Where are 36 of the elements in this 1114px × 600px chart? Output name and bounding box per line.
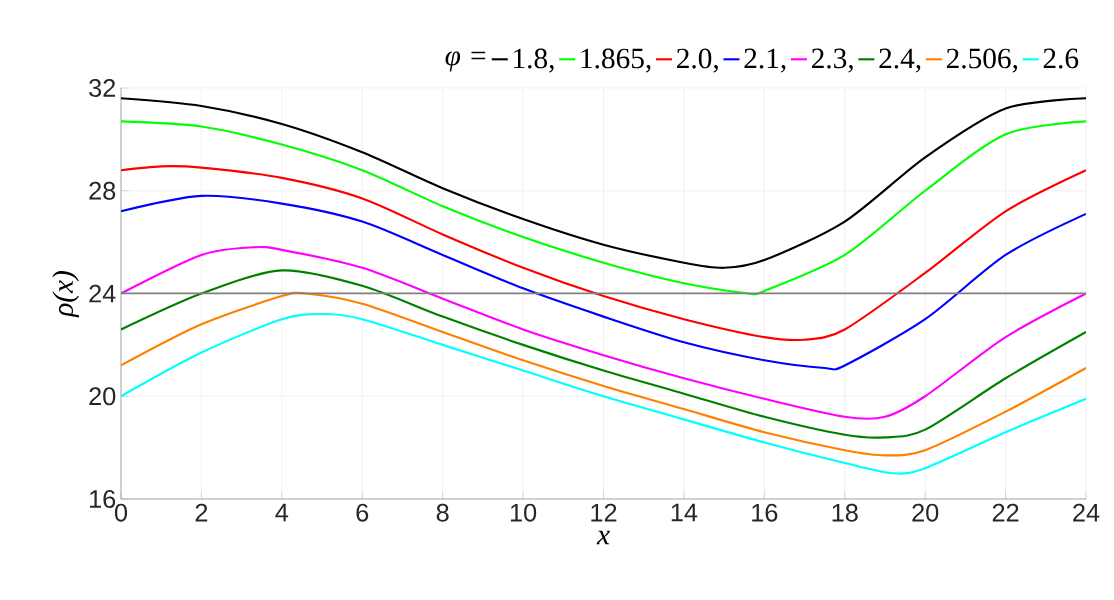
line-series xyxy=(121,97,1087,269)
line-series xyxy=(121,165,1087,342)
x-tick-label: 6 xyxy=(356,503,369,522)
legend-label: 2.1, xyxy=(744,48,786,73)
x-tick-label: 14 xyxy=(671,503,698,522)
x-tick-label: 16 xyxy=(752,503,778,522)
y-tick-label: 24 xyxy=(89,284,116,303)
y-tick-label: 28 xyxy=(89,181,116,200)
legend-label: 2.3, xyxy=(811,48,853,73)
legend-label: 2.4, xyxy=(879,48,921,73)
x-tick-label: 4 xyxy=(275,503,289,522)
line-series xyxy=(121,312,1087,475)
legend-label: 2.6 xyxy=(1043,48,1079,69)
legend-label: 2.0, xyxy=(677,48,718,73)
line-series xyxy=(121,269,1087,439)
line-series xyxy=(121,291,1087,457)
legend-label: 1.865, xyxy=(581,48,651,73)
x-tick-label: 0 xyxy=(114,503,128,522)
x-tick-label: 12 xyxy=(591,503,617,522)
y-tick-label: 20 xyxy=(89,387,116,406)
x-tick-label: 24 xyxy=(1073,503,1100,522)
legend-title: φ = xyxy=(445,51,486,72)
line-series xyxy=(121,120,1087,296)
y-tick-label: 32 xyxy=(89,79,116,97)
x-tick-label: 10 xyxy=(510,503,537,522)
x-tick-label: 20 xyxy=(912,503,939,522)
x-tick-label: 22 xyxy=(992,503,1019,522)
x-tick-label: 8 xyxy=(436,503,449,522)
line-series xyxy=(121,194,1087,371)
y-axis-title: ρ(x) xyxy=(52,271,79,318)
x-tick-label: 2 xyxy=(195,503,208,522)
x-tick-label: 18 xyxy=(832,503,858,522)
y-tick-label: 16 xyxy=(90,490,116,508)
legend-label: 1.8, xyxy=(514,48,554,73)
legend-label: 2.506, xyxy=(946,48,1018,73)
x-axis-title: x xyxy=(596,530,610,545)
